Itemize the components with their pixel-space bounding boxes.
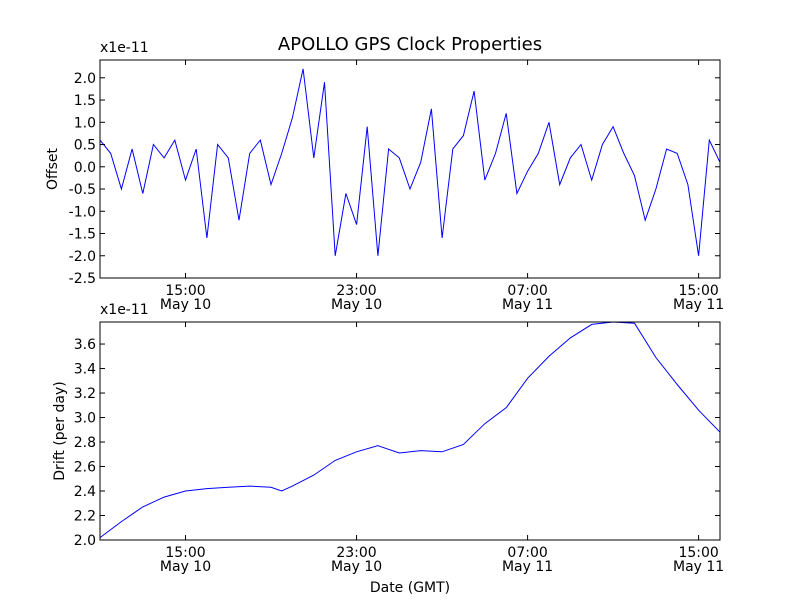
offset-y-tick-label: -2.0 [69,249,96,265]
offset-panel: 2.0 1.5 1.0 0.5 0.0 -0.5 -1.0 -1.5 -2.0 -2.5 15:0… [45,40,724,313]
drift-x-tick-date: May 11 [673,559,724,575]
drift-y-tick-label: 3.2 [74,386,96,402]
drift-x-tick-date: May 10 [331,559,382,575]
drift-y-tick-label: 2.0 [74,533,96,549]
drift-y-tick-label: 3.4 [74,362,96,378]
offset-y-tick-label: 0.0 [74,160,96,176]
drift-x-tick-date: May 11 [502,559,553,575]
offset-scale-label: x1e-11 [100,40,149,56]
offset-y-tick-label: -1.5 [69,227,96,243]
drift-y-tick-label: 2.4 [74,484,96,500]
drift-y-tick-label: 3.0 [74,411,96,427]
offset-x-tick-time: 15:00 [165,283,205,299]
offset-y-axis: 2.0 1.5 1.0 0.5 0.0 -0.5 -1.0 -1.5 -2.0 -2.5 [69,71,720,287]
offset-x-tick-time: 23:00 [336,283,376,299]
drift-x-tick-time: 07:00 [507,545,547,561]
drift-y-axis: 3.6 3.4 3.2 3.0 2.8 2.6 2.4 2.2 2.0 [74,337,720,549]
offset-x-tick-date: May 11 [673,297,724,313]
drift-plot-frame [99,321,721,541]
drift-scale-label: x1e-11 [100,302,149,318]
offset-x-tick-time: 15:00 [678,283,718,299]
drift-y-tick-label: 2.2 [74,509,96,525]
drift-x-tick-time: 15:00 [165,545,205,561]
offset-x-tick-time: 07:00 [507,283,547,299]
drift-y-label: Drift (per day) [52,381,68,480]
offset-plot-frame [99,59,721,279]
x-axis-label: Date (GMT) [370,580,450,596]
offset-x-tick-date: May 11 [502,297,553,313]
drift-x-tick-time: 23:00 [336,545,376,561]
drift-x-tick-time: 15:00 [678,545,718,561]
drift-y-tick-label: 2.6 [74,460,96,476]
drift-series-line [99,321,721,539]
offset-y-tick-label: 2.0 [74,71,96,87]
offset-y-tick-label: -2.5 [69,271,96,287]
offset-y-tick-label: -0.5 [69,182,96,198]
drift-y-tick-label: 3.6 [74,337,96,353]
offset-y-tick-label: 1.5 [74,93,96,109]
offset-y-tick-label: 1.0 [74,115,96,131]
offset-x-tick-date: May 10 [331,297,382,313]
offset-y-tick-label: -1.0 [69,204,96,220]
drift-y-tick-label: 2.8 [74,435,96,451]
chart-title: APOLLO GPS Clock Properties [278,34,542,55]
drift-x-tick-date: May 10 [160,559,211,575]
offset-y-label: Offset [45,147,61,190]
offset-series-line [99,60,721,265]
offset-x-tick-date: May 10 [160,297,211,313]
offset-y-tick-label: 0.5 [74,138,96,154]
